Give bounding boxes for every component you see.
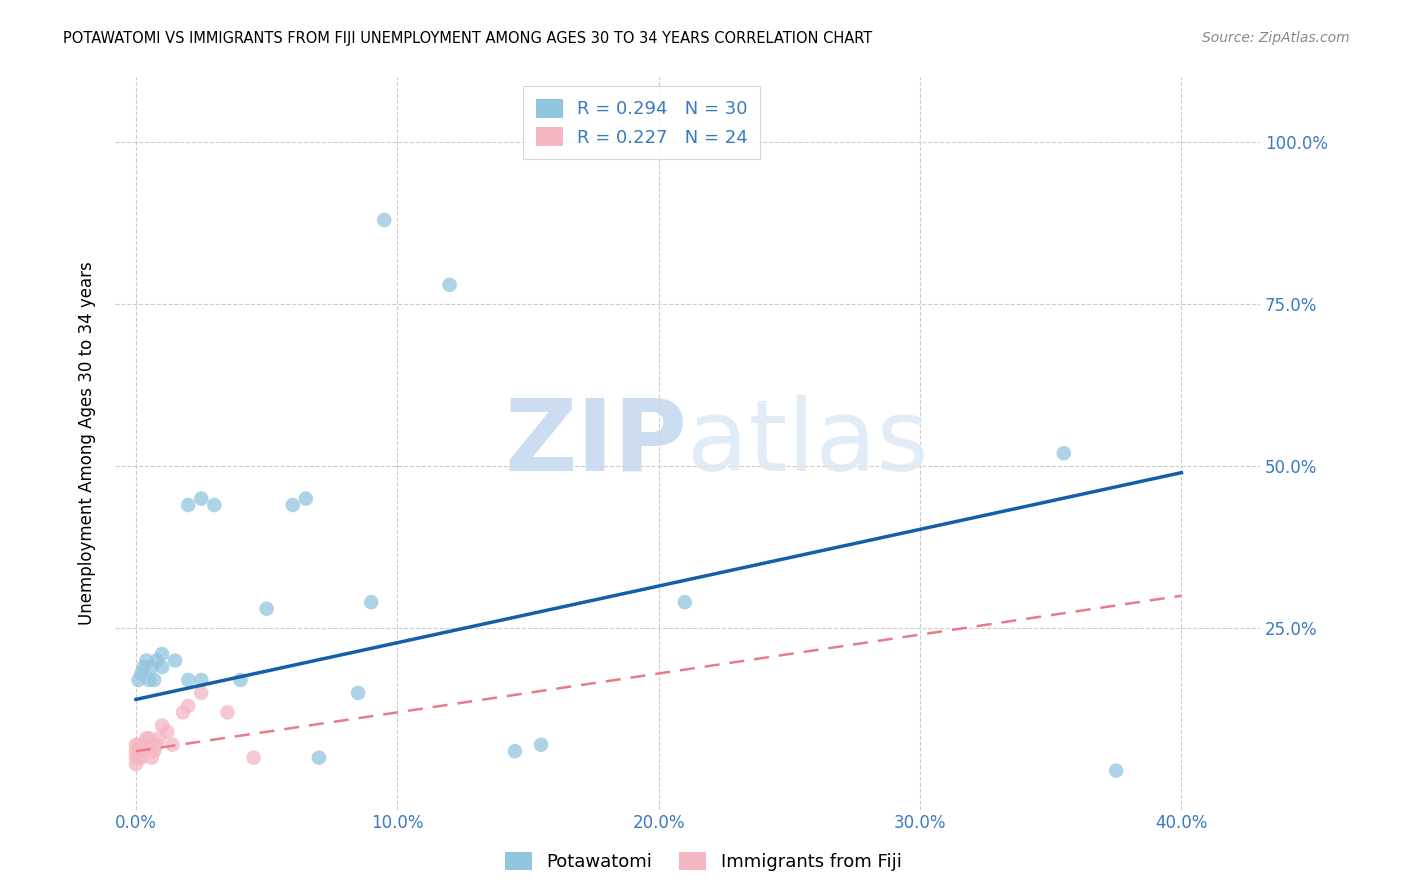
Point bbox=[141, 750, 163, 764]
Point bbox=[190, 491, 212, 506]
Point bbox=[190, 686, 212, 700]
Legend: R = 0.294   N = 30, R = 0.227   N = 24: R = 0.294 N = 30, R = 0.227 N = 24 bbox=[523, 87, 761, 160]
Point bbox=[143, 673, 166, 687]
Point bbox=[125, 757, 148, 772]
Point bbox=[150, 660, 173, 674]
Point bbox=[138, 673, 160, 687]
Point bbox=[1053, 446, 1076, 460]
Point bbox=[295, 491, 318, 506]
Point bbox=[129, 744, 152, 758]
Point bbox=[156, 724, 179, 739]
Point bbox=[138, 738, 160, 752]
Point bbox=[150, 647, 173, 661]
Point bbox=[165, 654, 187, 668]
Point bbox=[242, 750, 264, 764]
Text: atlas: atlas bbox=[688, 395, 929, 492]
Point bbox=[281, 498, 304, 512]
Point bbox=[530, 738, 553, 752]
Point bbox=[128, 673, 150, 687]
Point bbox=[128, 738, 150, 752]
Point bbox=[132, 738, 155, 752]
Point bbox=[503, 744, 526, 758]
Point bbox=[132, 660, 155, 674]
Point bbox=[135, 731, 157, 746]
Text: POTAWATOMI VS IMMIGRANTS FROM FIJI UNEMPLOYMENT AMONG AGES 30 TO 34 YEARS CORREL: POTAWATOMI VS IMMIGRANTS FROM FIJI UNEMP… bbox=[63, 31, 873, 46]
Point bbox=[125, 738, 148, 752]
Y-axis label: Unemployment Among Ages 30 to 34 years: Unemployment Among Ages 30 to 34 years bbox=[79, 261, 96, 625]
Legend: Potawatomi, Immigrants from Fiji: Potawatomi, Immigrants from Fiji bbox=[498, 845, 908, 879]
Point bbox=[177, 673, 200, 687]
Point bbox=[1105, 764, 1128, 778]
Point bbox=[129, 750, 152, 764]
Point bbox=[148, 731, 170, 746]
Point bbox=[125, 744, 148, 758]
Point bbox=[217, 706, 239, 720]
Point bbox=[141, 660, 163, 674]
Point bbox=[373, 213, 395, 227]
Point bbox=[673, 595, 696, 609]
Point bbox=[439, 277, 461, 292]
Text: Source: ZipAtlas.com: Source: ZipAtlas.com bbox=[1202, 31, 1350, 45]
Point bbox=[229, 673, 252, 687]
Point bbox=[135, 654, 157, 668]
Text: ZIP: ZIP bbox=[505, 395, 688, 492]
Point bbox=[202, 498, 225, 512]
Point bbox=[347, 686, 370, 700]
Point bbox=[177, 698, 200, 713]
Point bbox=[308, 750, 330, 764]
Point bbox=[360, 595, 382, 609]
Point bbox=[143, 744, 166, 758]
Point bbox=[162, 738, 184, 752]
Point bbox=[138, 731, 160, 746]
Point bbox=[150, 718, 173, 732]
Point bbox=[129, 666, 152, 681]
Point bbox=[146, 738, 169, 752]
Point bbox=[146, 654, 169, 668]
Point bbox=[128, 750, 150, 764]
Point bbox=[256, 601, 278, 615]
Point bbox=[172, 706, 194, 720]
Point bbox=[177, 498, 200, 512]
Point bbox=[190, 673, 212, 687]
Point bbox=[125, 750, 148, 764]
